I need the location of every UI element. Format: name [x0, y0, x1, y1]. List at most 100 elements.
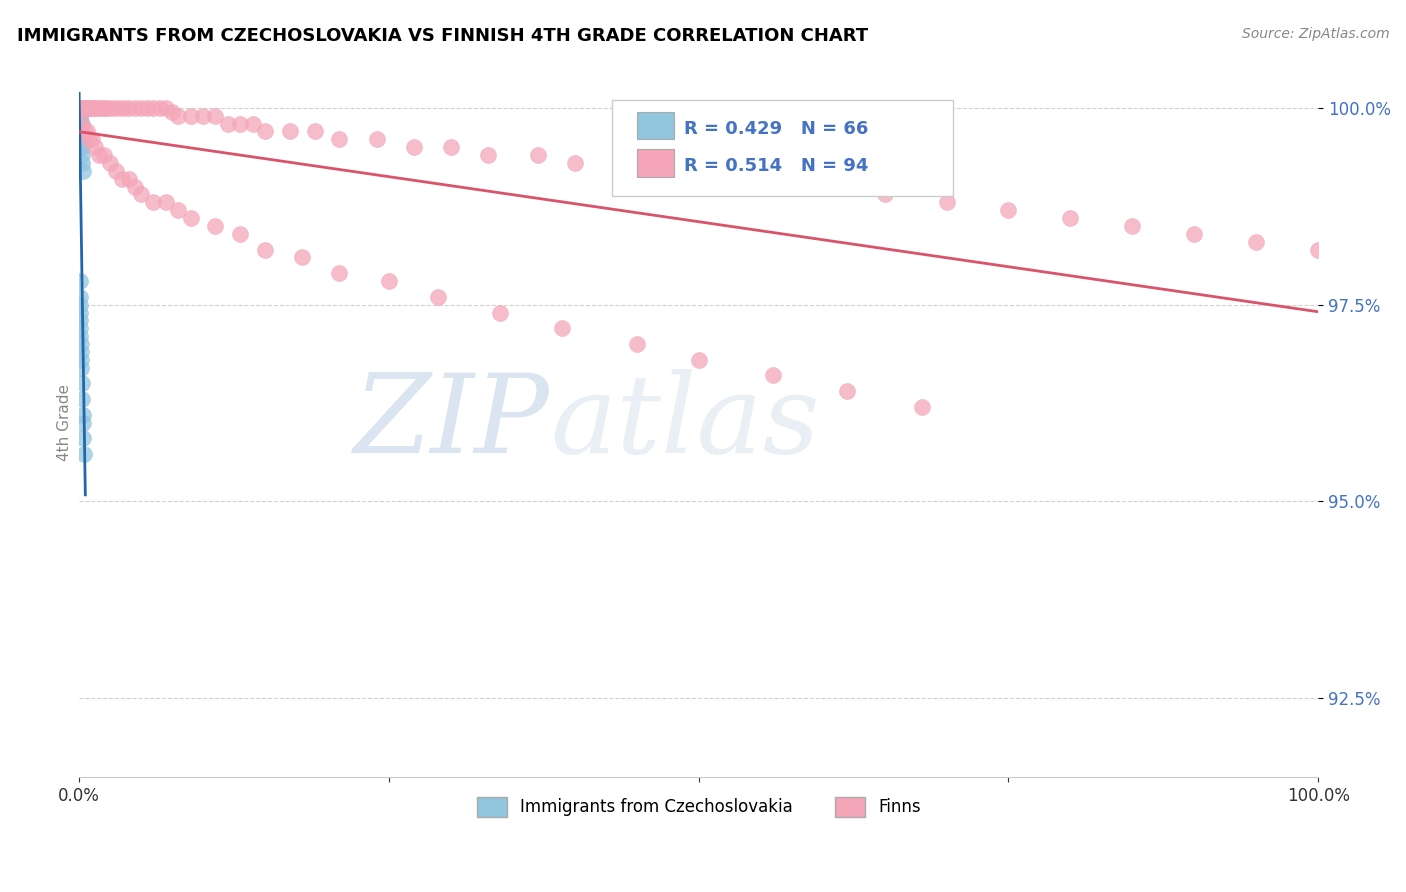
Point: [242, 117, 264, 131]
Point: [229, 117, 252, 131]
Point: [378, 274, 401, 288]
Point: [112, 101, 135, 115]
Point: [105, 164, 128, 178]
Point: [70, 352, 93, 367]
Point: [613, 164, 636, 178]
Point: [69, 124, 91, 138]
Point: [713, 171, 735, 186]
Point: [366, 132, 388, 146]
Point: [155, 195, 177, 210]
Point: [564, 156, 586, 170]
Point: [70, 132, 93, 146]
Point: [124, 101, 146, 115]
Point: [142, 195, 165, 210]
Point: [935, 195, 957, 210]
Point: [911, 400, 934, 414]
Text: atlas: atlas: [550, 369, 820, 476]
Point: [69, 274, 91, 288]
Point: [69, 124, 91, 138]
Point: [253, 124, 276, 138]
Point: [70, 392, 93, 406]
Point: [118, 101, 141, 115]
Point: [70, 156, 93, 170]
Point: [93, 101, 115, 115]
Point: [69, 109, 91, 123]
Text: IMMIGRANTS FROM CZECHOSLOVAKIA VS FINNISH 4TH GRADE CORRELATION CHART: IMMIGRANTS FROM CZECHOSLOVAKIA VS FINNIS…: [17, 27, 868, 45]
Point: [69, 101, 91, 115]
Point: [69, 101, 91, 115]
Point: [69, 117, 91, 131]
Point: [69, 101, 91, 115]
Point: [69, 101, 91, 115]
Point: [69, 117, 91, 131]
Point: [70, 101, 93, 115]
Point: [873, 187, 896, 202]
Point: [70, 360, 93, 375]
Point: [204, 109, 226, 123]
Point: [70, 124, 93, 138]
Point: [489, 305, 512, 319]
Point: [440, 140, 463, 154]
Point: [69, 101, 91, 115]
Point: [69, 101, 91, 115]
Point: [72, 164, 94, 178]
Point: [70, 124, 93, 138]
Point: [402, 140, 425, 154]
Point: [626, 337, 648, 351]
Point: [69, 305, 91, 319]
Point: [204, 219, 226, 233]
Point: [837, 384, 859, 399]
Point: [229, 227, 252, 241]
Point: [118, 171, 141, 186]
Point: [69, 109, 91, 123]
Point: [124, 179, 146, 194]
Point: [69, 298, 91, 312]
Point: [69, 101, 91, 115]
FancyBboxPatch shape: [637, 149, 673, 177]
Point: [87, 101, 110, 115]
Point: [72, 432, 94, 446]
Point: [662, 164, 685, 178]
Point: [69, 124, 91, 138]
Point: [76, 101, 98, 115]
Point: [67, 101, 90, 115]
Point: [69, 101, 91, 115]
Point: [76, 124, 98, 138]
Point: [69, 101, 91, 115]
Point: [73, 447, 96, 461]
Point: [111, 171, 134, 186]
Point: [328, 266, 350, 280]
Point: [762, 368, 785, 383]
Point: [167, 203, 190, 218]
Point: [427, 290, 450, 304]
Point: [72, 416, 94, 430]
Point: [997, 203, 1019, 218]
Point: [83, 101, 105, 115]
Point: [167, 109, 190, 123]
Point: [129, 101, 152, 115]
Point: [1308, 243, 1330, 257]
Point: [69, 337, 91, 351]
Point: [69, 101, 91, 115]
Point: [69, 101, 91, 115]
Point: [72, 101, 94, 115]
Point: [69, 101, 91, 115]
FancyBboxPatch shape: [612, 101, 953, 196]
Point: [69, 101, 91, 115]
Point: [328, 132, 350, 146]
Point: [69, 101, 91, 115]
Point: [67, 101, 90, 115]
Point: [70, 101, 93, 115]
Point: [69, 101, 91, 115]
Point: [811, 179, 834, 194]
Point: [90, 101, 112, 115]
Y-axis label: 4th Grade: 4th Grade: [58, 384, 72, 461]
Point: [69, 321, 91, 335]
Point: [69, 101, 91, 115]
Point: [67, 101, 90, 115]
Point: [79, 101, 101, 115]
Point: [180, 109, 202, 123]
Point: [69, 117, 91, 131]
Point: [93, 148, 115, 162]
Point: [69, 101, 91, 115]
